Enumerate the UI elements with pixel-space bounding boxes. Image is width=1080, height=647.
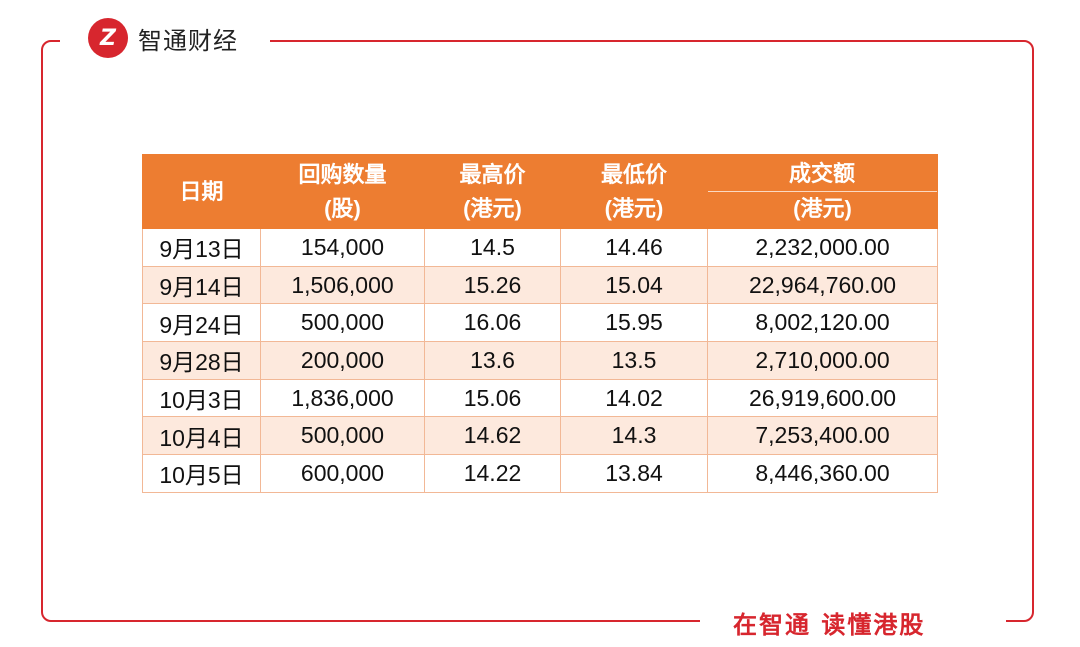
table-row: 10月3日 1,836,000 15.06 14.02 26,919,600.00 (142, 378, 938, 418)
cell-high: 15.06 (424, 378, 561, 418)
buyback-table: 日期 回购数量 (股) 最高价 (港元) 最低价 (港元) 成交额 (港元) 9月13日… (142, 154, 938, 493)
brand-logo: Z 智通财经 (88, 18, 238, 58)
table-row: 9月24日 500,000 16.06 15.95 8,002,120.00 (142, 303, 938, 343)
slogan: 在智通 读懂港股 (733, 611, 926, 639)
frame-gap (700, 610, 1006, 634)
page-frame (41, 40, 1034, 622)
table-row: 10月5日 600,000 14.22 13.84 8,446,360.00 (142, 454, 938, 493)
cell-date: 9月28日 (142, 341, 261, 380)
header-unit: (港元) (604, 195, 664, 221)
header-unit: (港元) (463, 195, 522, 221)
table-row: 9月14日 1,506,000 15.26 15.04 22,964,760.00 (142, 265, 938, 305)
brand-name: 智通财经 (138, 26, 238, 55)
cell-quantity: 500,000 (260, 416, 425, 456)
cell-quantity: 600,000 (260, 454, 425, 493)
table-row: 9月13日 154,000 14.5 14.46 2,232,000.00 (142, 228, 938, 267)
cell-high: 14.22 (424, 454, 561, 493)
header-label: 回购数量 (298, 161, 387, 187)
cell-high: 14.62 (424, 416, 561, 456)
cell-turnover: 8,002,120.00 (707, 303, 938, 343)
cell-low: 14.02 (560, 378, 708, 418)
cell-quantity: 200,000 (260, 341, 425, 380)
table-row: 9月28日 200,000 13.6 13.5 2,710,000.00 (142, 341, 938, 380)
cell-turnover: 7,253,400.00 (707, 416, 938, 456)
cell-date: 9月13日 (142, 228, 261, 267)
cell-high: 15.26 (424, 265, 561, 305)
header-high: 最高价 (港元) (424, 154, 561, 229)
cell-low: 15.95 (560, 303, 708, 343)
cell-date: 9月14日 (142, 265, 261, 305)
cell-date: 9月24日 (142, 303, 261, 343)
cell-turnover: 2,232,000.00 (707, 228, 938, 267)
cell-low: 15.04 (560, 265, 708, 305)
header-label: 日期 (179, 178, 224, 204)
logo-icon: Z (88, 18, 128, 58)
header-unit: (股) (324, 195, 361, 221)
cell-low: 14.3 (560, 416, 708, 456)
cell-quantity: 1,506,000 (260, 265, 425, 305)
cell-high: 13.6 (424, 341, 561, 380)
cell-high: 16.06 (424, 303, 561, 343)
cell-quantity: 154,000 (260, 228, 425, 267)
cell-low: 13.84 (560, 454, 708, 493)
cell-quantity: 500,000 (260, 303, 425, 343)
header-label: 成交额 (707, 157, 937, 192)
header-quantity: 回购数量 (股) (260, 154, 425, 229)
header-low: 最低价 (港元) (560, 154, 708, 229)
cell-date: 10月4日 (142, 416, 261, 456)
cell-turnover: 26,919,600.00 (707, 378, 938, 418)
cell-turnover: 8,446,360.00 (707, 454, 938, 493)
cell-low: 14.46 (560, 228, 708, 267)
header-unit: (港元) (793, 196, 852, 221)
cell-high: 14.5 (424, 228, 561, 267)
cell-date: 10月3日 (142, 378, 261, 418)
header-date: 日期 (142, 154, 261, 229)
table-header-row: 日期 回购数量 (股) 最高价 (港元) 最低价 (港元) 成交额 (港元) (142, 154, 938, 229)
cell-quantity: 1,836,000 (260, 378, 425, 418)
cell-turnover: 2,710,000.00 (707, 341, 938, 380)
table-row: 10月4日 500,000 14.62 14.3 7,253,400.00 (142, 416, 938, 456)
header-label: 最高价 (459, 161, 526, 187)
cell-date: 10月5日 (142, 454, 261, 493)
cell-turnover: 22,964,760.00 (707, 265, 938, 305)
header-label: 最低价 (600, 161, 667, 187)
header-turnover: 成交额 (港元) (707, 154, 938, 229)
cell-low: 13.5 (560, 341, 708, 380)
